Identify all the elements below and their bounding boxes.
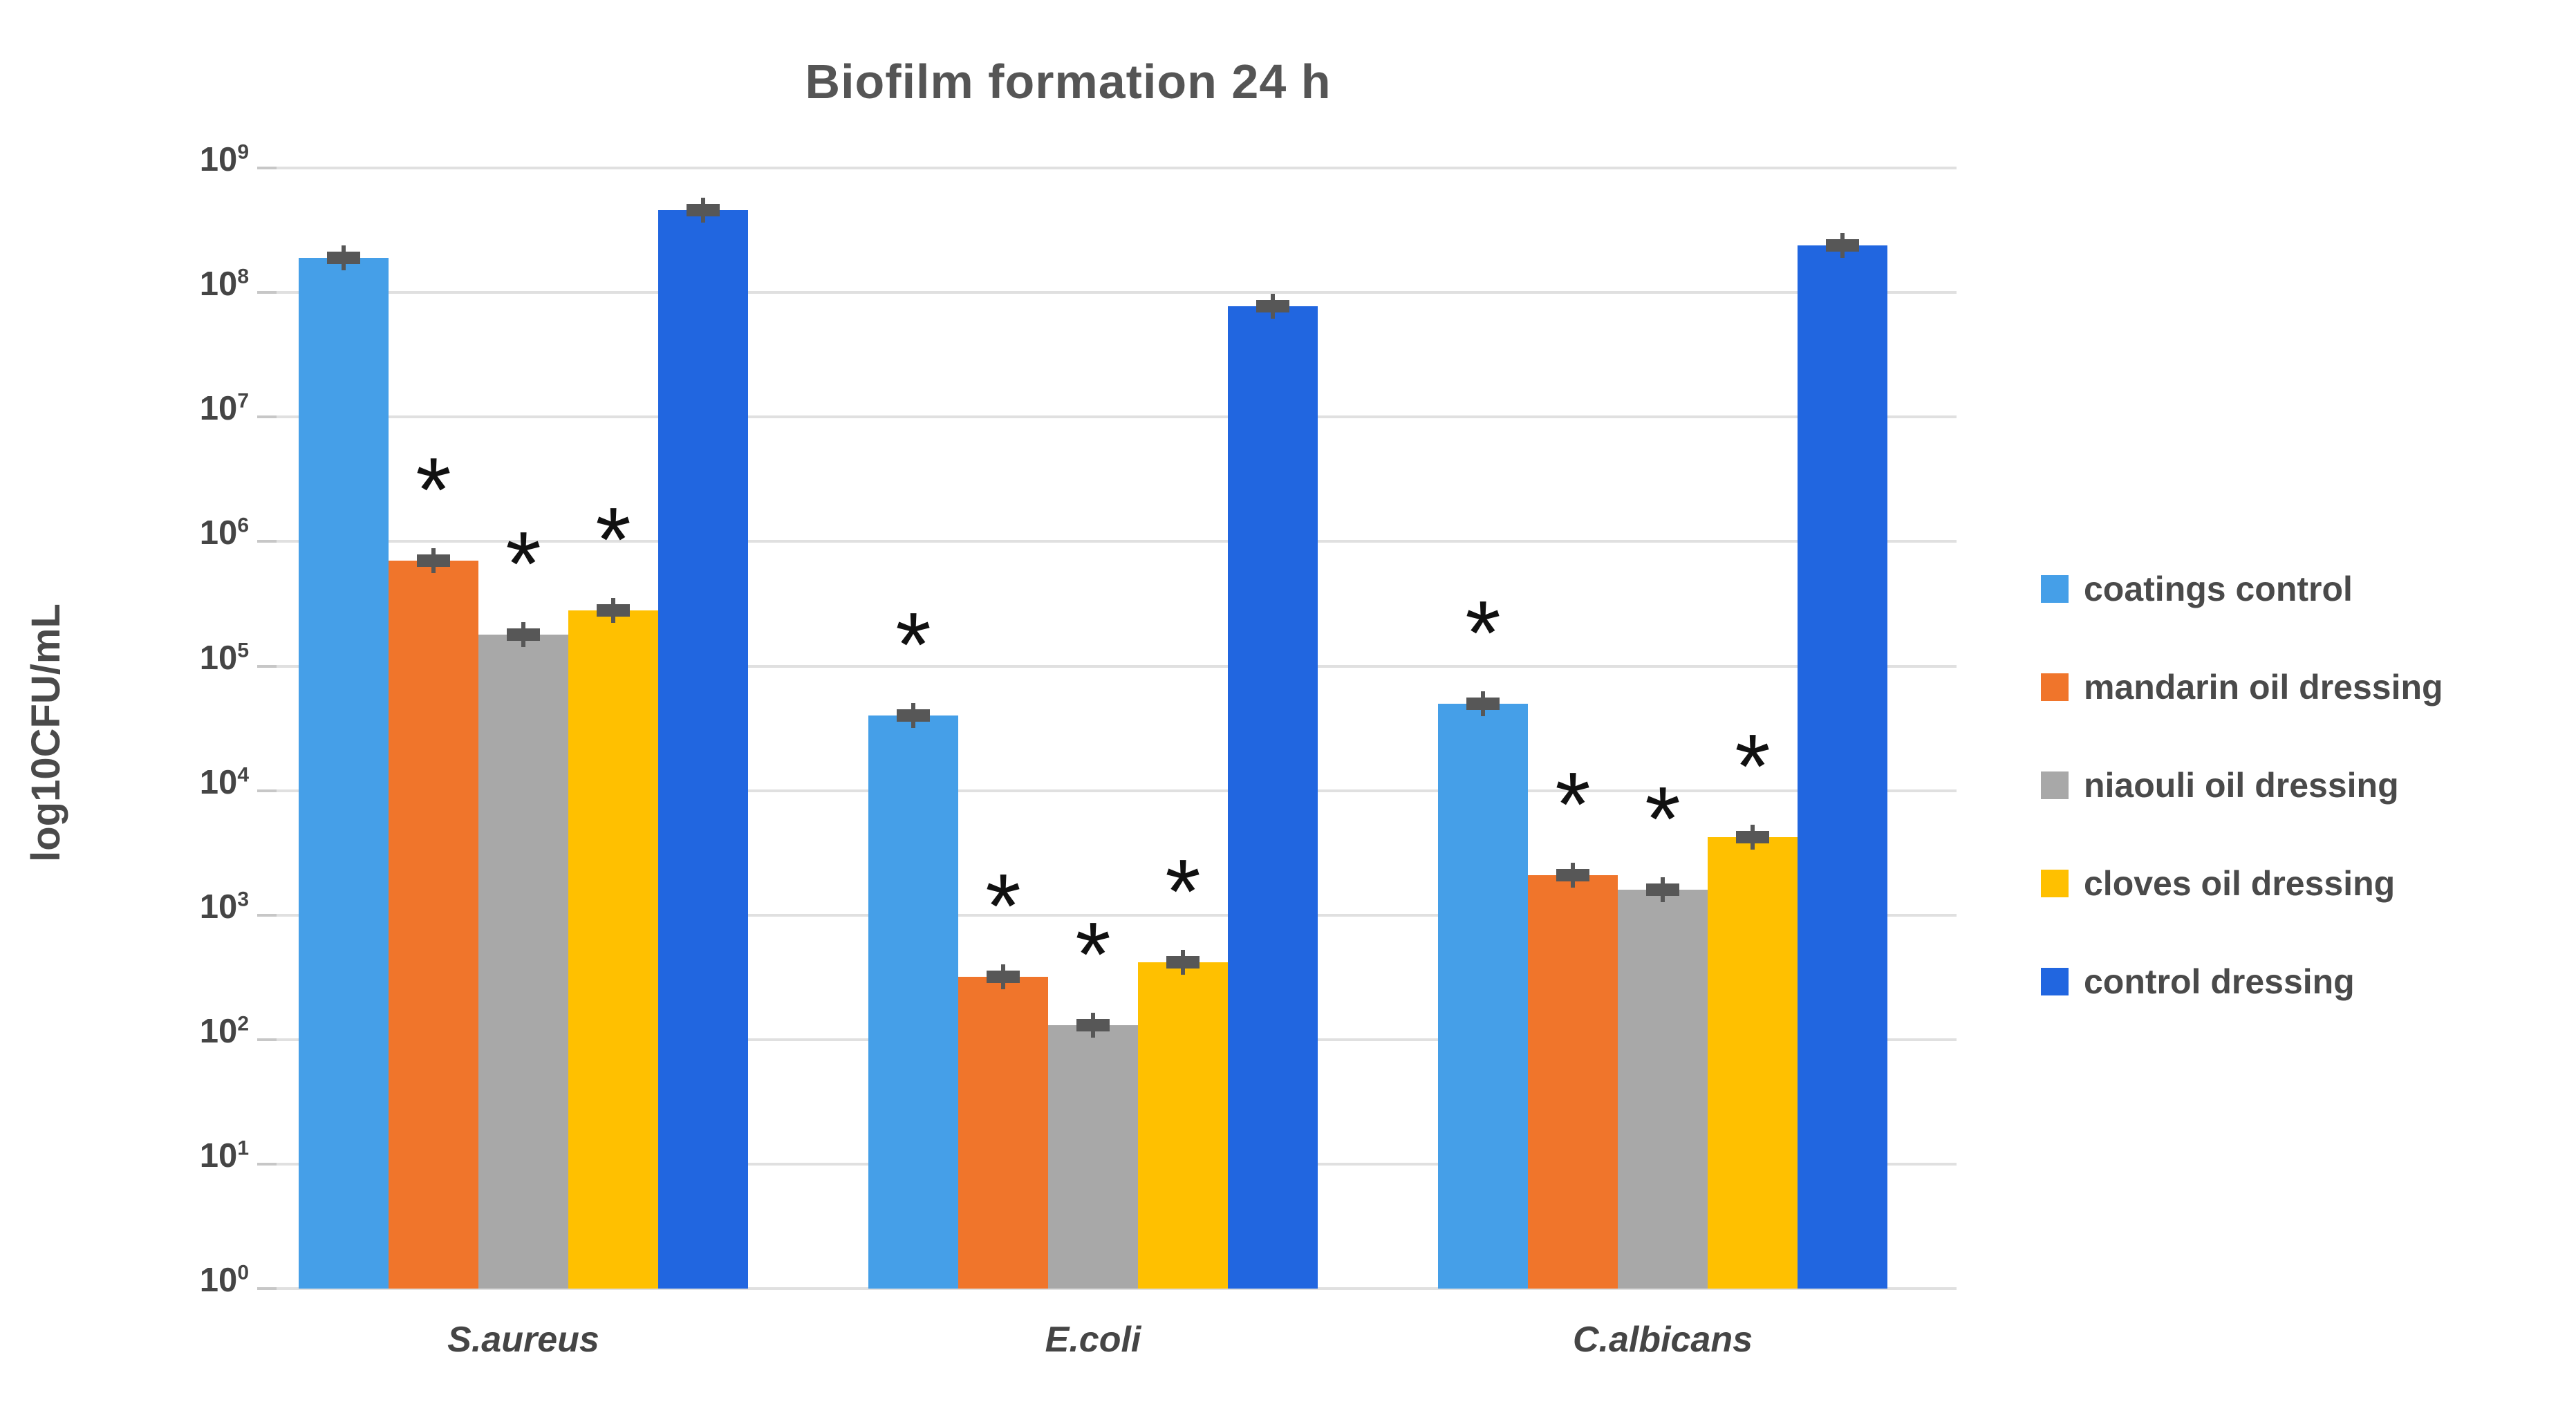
bar-Saureus-cloves-oil-dressing	[568, 610, 658, 1289]
gridline-1e9	[277, 167, 1957, 170]
y-tick-1e8	[257, 291, 277, 294]
y-tick-label-1e6: 106	[199, 514, 249, 552]
y-tick-label-1e7: 107	[199, 389, 249, 428]
significance-asterisk: *	[1075, 904, 1111, 1006]
bar-Saureus-niaouli-oil-dressing	[478, 634, 568, 1289]
bar-Saureus-mandarin-oil-dressing	[389, 561, 478, 1289]
error-bar-cap	[417, 554, 450, 568]
legend-swatch	[2041, 575, 2069, 603]
bar-Ecoli-cloves-oil-dressing	[1138, 962, 1228, 1289]
bar-Calbicans-niaouli-oil-dressing	[1618, 889, 1708, 1289]
y-tick-1e0	[257, 1287, 277, 1290]
y-tick-label-1e3: 103	[199, 888, 249, 926]
bar-Ecoli-control-dressing	[1228, 306, 1318, 1289]
error-bar-cap	[1826, 238, 1859, 252]
y-tick-1e3	[257, 913, 277, 917]
legend-swatch	[2041, 968, 2069, 995]
significance-asterisk: *	[895, 594, 931, 696]
legend-swatch	[2041, 673, 2069, 701]
legend-entry-coatings-control: coatings control	[2041, 568, 2573, 610]
y-tick-label-1e2: 102	[199, 1012, 249, 1050]
legend-label: control dressing	[2084, 962, 2355, 1001]
y-tick-1e2	[257, 1038, 277, 1041]
legend-label: mandarin oil dressing	[2084, 668, 2443, 707]
significance-asterisk: *	[1735, 715, 1771, 818]
error-bar-cap	[597, 604, 630, 617]
legend-entry-mandarin-oil-dressing: mandarin oil dressing	[2041, 666, 2573, 708]
significance-asterisk: *	[1555, 753, 1591, 855]
significance-asterisk: *	[1645, 767, 1681, 870]
y-tick-1e7	[257, 415, 277, 419]
significance-asterisk: *	[505, 512, 541, 615]
x-axis-label-Ecoli: E.coli	[1045, 1320, 1141, 1360]
x-axis-label-Saureus: S.aureus	[447, 1320, 599, 1360]
error-bar-cap	[327, 251, 360, 264]
error-bar-cap	[1466, 697, 1500, 710]
gridline-1e8	[277, 291, 1957, 294]
error-bar-cap	[1736, 831, 1769, 844]
legend-entry-niaouli-oil-dressing: niaouli oil dressing	[2041, 765, 2573, 806]
error-bar-cap	[687, 203, 720, 216]
bar-Calbicans-coatings-control	[1438, 703, 1528, 1289]
y-tick-label-1e8: 108	[199, 265, 249, 303]
bar-Calbicans-control-dressing	[1798, 245, 1887, 1289]
bar-Calbicans-mandarin-oil-dressing	[1528, 874, 1618, 1289]
gridline-1e4	[277, 789, 1957, 792]
significance-asterisk: *	[1465, 581, 1501, 684]
error-bar-cap	[897, 709, 930, 722]
legend-label: coatings control	[2084, 570, 2353, 608]
y-tick-1e9	[257, 167, 277, 170]
legend-label: cloves oil dressing	[2084, 864, 2396, 903]
legend-label: niaouli oil dressing	[2084, 766, 2399, 805]
x-axis-label-Calbicans: C.albicans	[1572, 1320, 1753, 1360]
legend: coatings control mandarin oil dressing nia…	[2041, 0, 2573, 1422]
bar-Saureus-coatings-control	[299, 257, 389, 1289]
significance-asterisk: *	[1165, 840, 1201, 942]
bar-Ecoli-niaouli-oil-dressing	[1048, 1025, 1138, 1289]
y-tick-label-1e1: 101	[199, 1136, 249, 1175]
gridline-1e7	[277, 415, 1957, 419]
significance-asterisk: *	[595, 488, 631, 590]
significance-asterisk: *	[985, 854, 1021, 957]
gridline-1e0	[277, 1287, 1957, 1290]
significance-asterisk: *	[416, 439, 451, 541]
bar-Ecoli-mandarin-oil-dressing	[958, 976, 1048, 1289]
y-tick-1e6	[257, 540, 277, 543]
gridline-1e5	[277, 664, 1957, 668]
legend-swatch	[2041, 870, 2069, 897]
bar-Ecoli-coatings-control	[868, 715, 958, 1289]
error-bar-cap	[1256, 299, 1289, 312]
y-tick-label-1e0: 100	[199, 1261, 249, 1299]
error-bar-cap	[1556, 868, 1589, 881]
y-tick-label-1e5: 105	[199, 639, 249, 677]
error-bar-cap	[1166, 955, 1200, 969]
chart-title: Biofilm formation 24 h	[805, 55, 1332, 109]
gridline-1e3	[277, 913, 1957, 917]
error-bar-cap	[507, 628, 540, 641]
error-bar-cap	[1646, 883, 1679, 896]
bar-Calbicans-cloves-oil-dressing	[1708, 837, 1798, 1289]
y-tick-label-1e4: 104	[199, 763, 249, 801]
y-tick-label-1e9: 109	[199, 140, 249, 179]
y-tick-1e5	[257, 664, 277, 668]
error-bar-cap	[1076, 1019, 1110, 1032]
y-tick-1e1	[257, 1162, 277, 1166]
legend-swatch	[2041, 771, 2069, 799]
gridline-1e6	[277, 540, 1957, 543]
legend-entry-control-dressing: control dressing	[2041, 961, 2573, 1002]
legend-entry-cloves-oil-dressing: cloves oil dressing	[2041, 863, 2573, 904]
bar-Saureus-control-dressing	[658, 209, 748, 1289]
error-bar-cap	[987, 970, 1020, 983]
y-tick-1e4	[257, 789, 277, 792]
